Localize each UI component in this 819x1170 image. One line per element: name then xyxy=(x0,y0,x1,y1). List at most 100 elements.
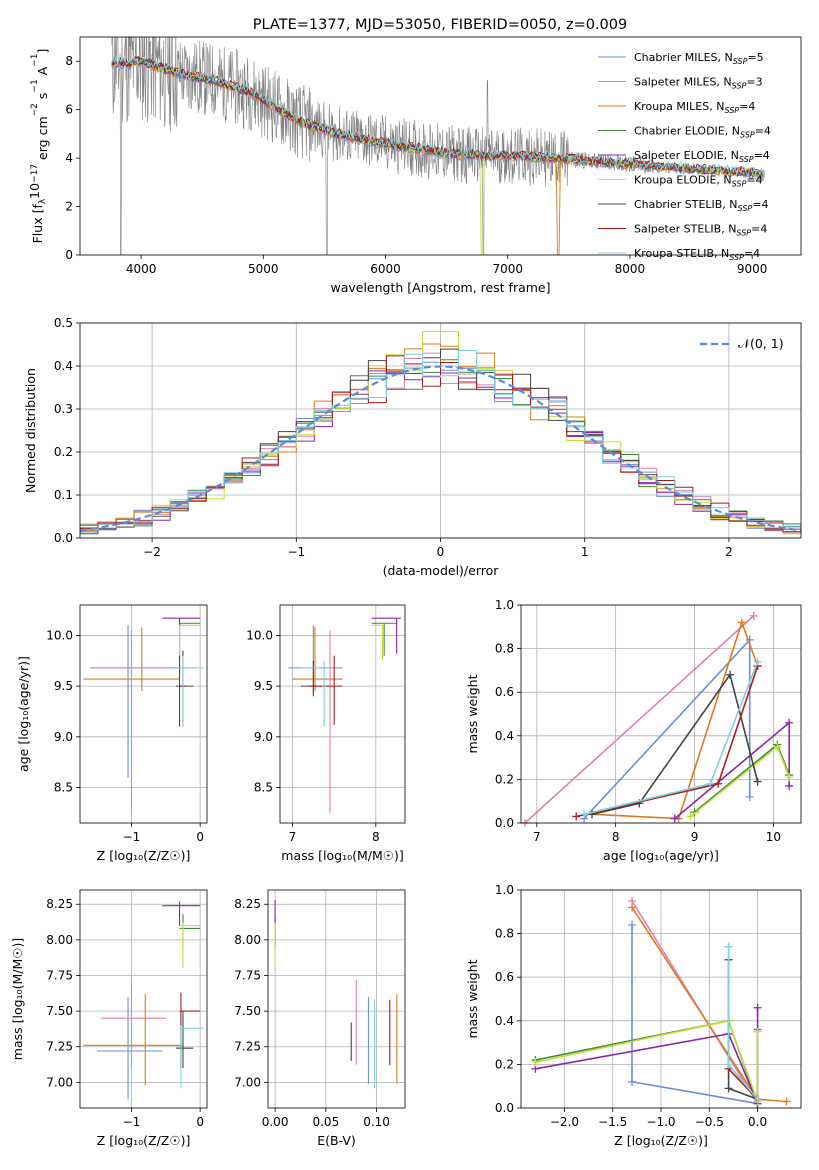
residuals-axes: −2 −1 0 1 2 0.0 0.1 0.2 0.3 0.4 0.5 (data-model)/er… xyxy=(23,316,802,578)
x-tick-label: 5000 xyxy=(248,262,279,276)
legend-label-2: Kroupa MILES, NSSP=4 xyxy=(634,100,755,115)
legend-text: Kroupa MILES, N xyxy=(634,100,724,113)
weight-marker xyxy=(773,742,782,751)
y-tick-label: 8 xyxy=(65,54,73,68)
y-tick-label: 7.75 xyxy=(234,968,261,982)
mass_vs_Z-axes: −1 0 7.00 7.25 7.50 7.75 8.00 8.25 Z [log₁₀(Z/Z☉… xyxy=(10,889,208,1148)
y-tick-label: 10.0 xyxy=(46,628,73,642)
y-tick-label: 0.6 xyxy=(495,970,514,984)
x-tick-label: −1.0 xyxy=(646,1115,675,1129)
x-axis-label: Z [log₁₀(Z/Z☉)] xyxy=(97,848,191,863)
x-tick-label: 0.00 xyxy=(262,1115,289,1129)
legend-label-7: Salpeter STELIB, NSSP=4 xyxy=(634,223,767,238)
weight-marker xyxy=(706,779,715,788)
weight-line-0 xyxy=(583,637,751,820)
y-label-part: −1 xyxy=(30,54,40,67)
y-tick-label: 7.25 xyxy=(234,1040,261,1054)
weight-marker xyxy=(753,777,762,786)
mass_vs_ebv-axes: 0.00 0.05 0.10 7.00 7.25 7.50 7.75 8.00 8.25 E(B-… xyxy=(234,889,406,1148)
x-tick-label: −1 xyxy=(287,545,305,559)
weight-marker xyxy=(749,611,758,620)
y-tick-label: 7.50 xyxy=(46,1004,73,1018)
x-tick-label: −1.5 xyxy=(598,1115,627,1129)
y-label-part: λ xyxy=(38,198,48,204)
y-axis-label: mass weight xyxy=(465,674,480,753)
legend-suffix: =4 xyxy=(754,149,770,162)
legend-suffix: =4 xyxy=(739,100,755,113)
weight-marker xyxy=(785,718,794,727)
axes-frame xyxy=(79,322,802,539)
axes-frame xyxy=(79,36,802,256)
x-tick-label: −2 xyxy=(143,545,161,559)
y-tick-label: 0.4 xyxy=(495,729,514,743)
x-tick-label: −2.0 xyxy=(550,1115,579,1129)
y-tick-label: 0.6 xyxy=(495,685,514,699)
spectrum-axes: 4000 5000 6000 7000 8000 9000 0 2 4 6 8 wavelength … xyxy=(27,36,802,295)
y-tick-label: 0.4 xyxy=(54,359,73,373)
y-tick-label: 0.0 xyxy=(495,816,514,830)
weight-marker xyxy=(785,781,794,790)
weight-marker xyxy=(753,657,762,666)
weight-marker xyxy=(628,920,637,929)
y-tick-label: 8.25 xyxy=(234,897,261,911)
legend-suffix: =4 xyxy=(752,198,768,211)
legend-label-0: Chabrier MILES, NSSP=5 xyxy=(634,51,764,66)
legend-suffix: =4 xyxy=(751,223,767,236)
legend-subscript: SSP xyxy=(724,106,739,115)
y-tick-label: 0.4 xyxy=(495,1014,514,1028)
weight-marker xyxy=(531,1058,540,1067)
weight-line-5 xyxy=(690,745,790,818)
weight-marker xyxy=(745,792,754,801)
axes-frame xyxy=(279,604,406,824)
legend-text: Salpeter ELODIE, N xyxy=(634,149,739,162)
legend-subscript: SSP xyxy=(740,131,755,140)
x-tick-label: 0 xyxy=(196,830,204,844)
x-tick-label: 9000 xyxy=(737,262,768,276)
y-tick-label: 7.75 xyxy=(46,968,73,982)
y-tick-label: 7.50 xyxy=(234,1004,261,1018)
x-axis-label: age [log₁₀(age/yr)] xyxy=(603,848,719,863)
x-tick-label: −1 xyxy=(123,1115,141,1129)
x-tick-label: 7 xyxy=(289,830,297,844)
x-tick-label: 8000 xyxy=(615,262,646,276)
x-tick-label: 0.05 xyxy=(312,1115,339,1129)
legend-suffix: =3 xyxy=(746,76,762,89)
legend-subscript: SSP xyxy=(729,253,744,262)
weight-line-6 xyxy=(591,672,759,816)
x-tick-label: 8 xyxy=(612,830,620,844)
legend-suffix: =4 xyxy=(755,125,771,138)
legend-text: Chabrier MILES, N xyxy=(634,51,733,64)
weight-marker xyxy=(724,942,733,951)
weight-marker xyxy=(726,670,735,679)
y-tick-label: 9.0 xyxy=(54,730,73,744)
x-axis-label: mass [log₁₀(M/M☉)] xyxy=(281,848,403,863)
legend-label-4: Salpeter ELODIE, NSSP=4 xyxy=(634,149,770,164)
y-tick-label: 0.8 xyxy=(495,642,514,656)
normal-distribution-curve xyxy=(79,365,802,532)
legend-text: Salpeter STELIB, N xyxy=(634,223,736,236)
x-axis-label: Z [log₁₀(Z/Z☉)] xyxy=(97,1133,191,1148)
y-tick-label: 6 xyxy=(65,103,73,117)
weight-line-4 xyxy=(674,720,791,820)
y-label-part: −2 xyxy=(30,103,40,116)
x-tick-label: 9 xyxy=(691,830,699,844)
y-tick-label: 0.1 xyxy=(54,488,73,502)
age_vs_Z-axes: −1 0 8.5 9.0 9.5 10.0 Z [log₁₀(Z/Z☉)] age [log₁… xyxy=(16,604,208,863)
y-tick-label: 8.5 xyxy=(54,781,73,795)
y-tick-label: 0.2 xyxy=(54,445,73,459)
y-tick-label: 0 xyxy=(65,248,73,262)
y-tick-label: 9.0 xyxy=(254,730,273,744)
x-tick-label: 10 xyxy=(766,830,781,844)
y-tick-label: 8.25 xyxy=(46,897,73,911)
y-label-part: 10 xyxy=(27,183,42,199)
legend-subscript: SSP xyxy=(736,229,751,238)
weight-marker xyxy=(580,810,589,819)
weight_vs_Z-axes: −2.0 −1.5 −1.0 −0.5 0.0 0.0 0.2 0.4 0.6 0.8 1.0 Z [… xyxy=(465,883,802,1148)
weight-marker xyxy=(785,773,794,782)
y-axis-label: age [log₁₀(age/yr)] xyxy=(16,656,31,772)
x-axis-label: (data-model)/error xyxy=(383,563,500,578)
weight-marker xyxy=(724,1084,733,1093)
legend-subscript: SSP xyxy=(732,82,747,91)
x-tick-label: 0 xyxy=(437,545,445,559)
